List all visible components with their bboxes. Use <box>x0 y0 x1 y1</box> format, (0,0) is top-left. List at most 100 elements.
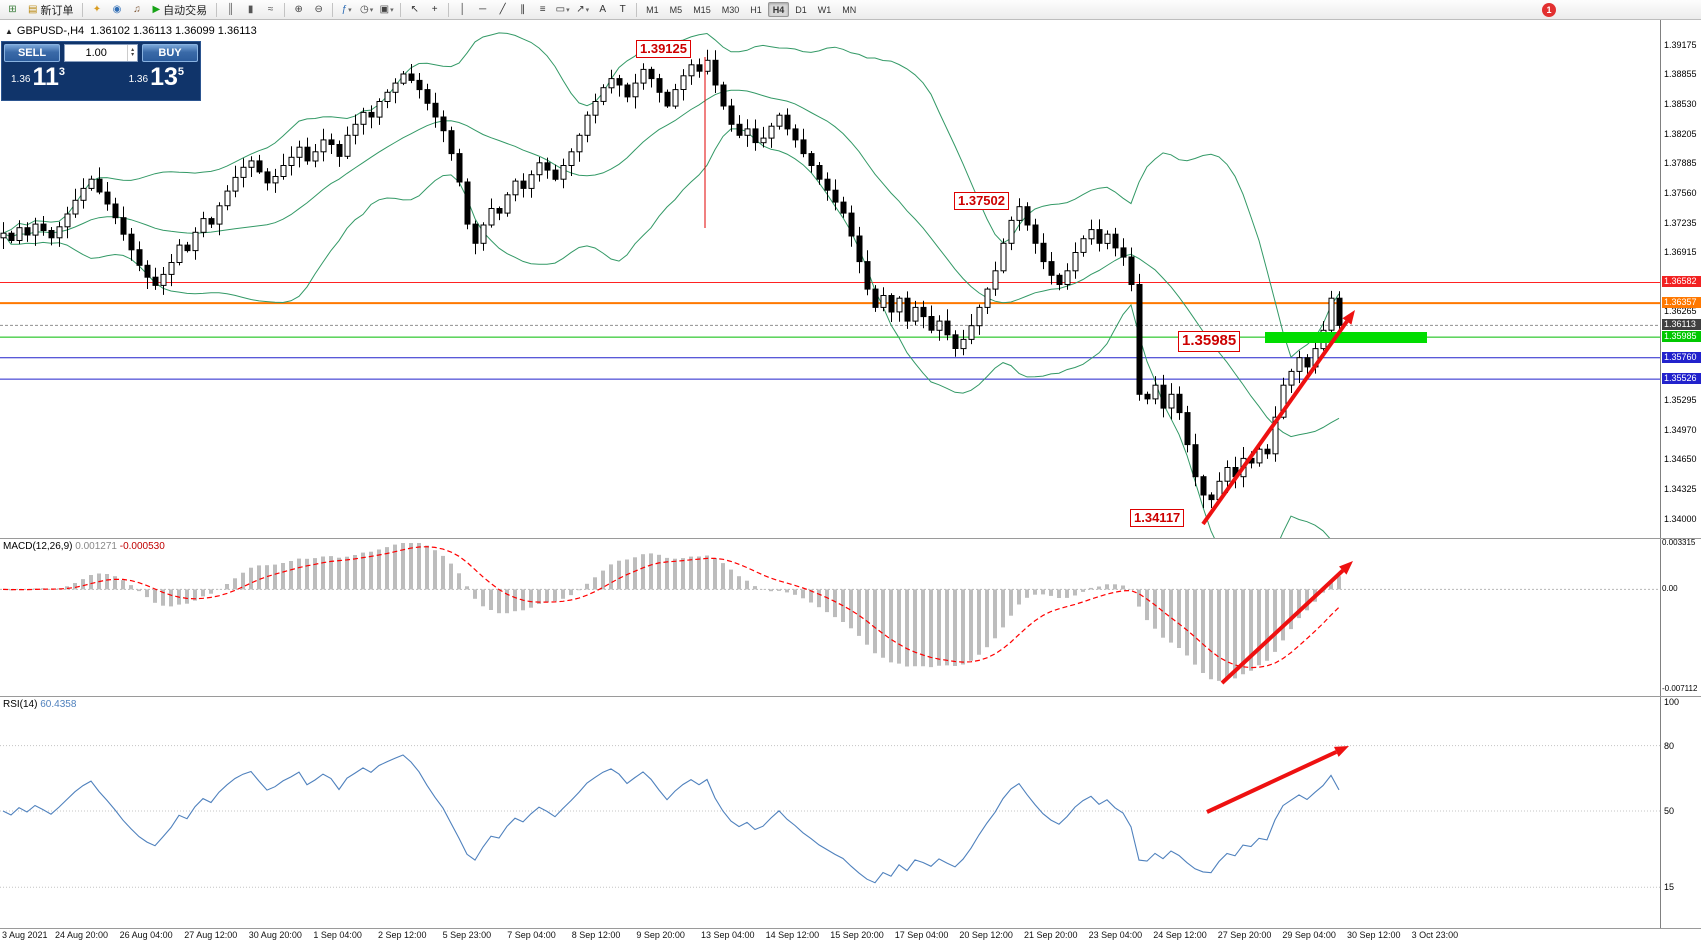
scale-label: 1.37235 <box>1664 218 1697 228</box>
time-label: 21 Sep 20:00 <box>1024 930 1078 940</box>
profiles-icon[interactable]: ◉ <box>107 1 126 18</box>
templates-icon[interactable]: ▣ ▾ <box>377 1 396 18</box>
timeframe-h1[interactable]: H1 <box>745 2 767 17</box>
periods-icon: ◷ <box>360 4 369 15</box>
timeframe-m15[interactable]: M15 <box>688 2 716 17</box>
chevron-down-icon[interactable]: ▾ <box>369 6 374 14</box>
panel-divider[interactable] <box>0 538 1701 539</box>
trend-arrow[interactable] <box>1339 561 1353 575</box>
lot-size-field: ▴ ▾ <box>64 44 138 62</box>
crosshair-icon[interactable]: + <box>425 1 444 18</box>
zoom-out-icon: ⊖ <box>314 4 323 15</box>
timeframe-d1[interactable]: D1 <box>790 2 812 17</box>
cursor-icon[interactable]: ↖ <box>405 1 424 18</box>
new-order-button: ▤ <box>28 4 38 15</box>
buy-price-big: 13 <box>150 63 178 91</box>
price-annotation[interactable]: 1.35985 <box>1178 331 1241 352</box>
alerts-icon: ♫ <box>133 4 141 15</box>
price-annotation[interactable]: 1.39125 <box>636 40 691 59</box>
sell-price-big: 11 <box>32 63 59 91</box>
price-chart[interactable] <box>0 20 1660 538</box>
channel-icon: ∥ <box>520 4 526 15</box>
zoom-out-icon[interactable]: ⊖ <box>309 1 328 18</box>
time-label: 26 Aug 04:00 <box>119 930 173 940</box>
time-label: 30 Sep 12:00 <box>1347 930 1401 940</box>
lot-size-input[interactable] <box>65 45 128 61</box>
text-icon[interactable]: A <box>593 1 612 18</box>
one-click-toggle-icon[interactable]: ▲ <box>5 27 13 36</box>
lot-decrease-icon[interactable]: ▾ <box>131 52 135 58</box>
templates-icon: ▣ <box>379 4 390 15</box>
time-label: 9 Sep 20:00 <box>636 930 685 940</box>
new-order-button[interactable]: ▤ 新订单 <box>23 1 78 18</box>
fibonacci-icon[interactable]: ≡ <box>533 1 552 18</box>
shapes-icon: ▭ <box>555 4 566 15</box>
notification-badge[interactable]: 1 <box>1542 3 1556 17</box>
alerts-icon[interactable]: ♫ <box>127 1 146 18</box>
support-zone[interactable] <box>1265 332 1427 343</box>
scale-label: 1.39175 <box>1664 40 1697 50</box>
price-tag: 1.36582 <box>1662 276 1701 287</box>
trend-arrow[interactable] <box>1334 746 1349 757</box>
chevron-down-icon[interactable]: ▾ <box>585 6 590 14</box>
arrows-icon[interactable]: ↗ ▾ <box>573 1 592 18</box>
trend-arrow[interactable] <box>1342 310 1355 325</box>
time-label: 24 Aug 20:00 <box>55 930 109 940</box>
panel-divider[interactable] <box>0 696 1701 697</box>
toolbar: ⊞ ▤ 新订单 ✦ ◉ ♫ ▶ 自动交易 ║ ▮ ≈ ⊕ ⊖ ƒ ▾ ◷ ▾ ▣ ▾ ↖ + │ ─ ╱ ∥ ≡ ▭ ▾ ↗ ▾ A T M1 M… <box>0 0 1701 20</box>
scale-label: 0.00 <box>1662 584 1678 593</box>
horizontal-line-icon[interactable]: ─ <box>473 1 492 18</box>
chevron-down-icon[interactable]: ▾ <box>566 6 570 14</box>
timeframe-m1[interactable]: M1 <box>641 2 664 17</box>
line-chart-icon[interactable]: ≈ <box>261 1 280 18</box>
scale-label: 1.36915 <box>1664 247 1697 257</box>
trend-arrow[interactable] <box>1220 569 1345 685</box>
vertical-line-icon[interactable]: │ <box>453 1 472 18</box>
timeframe-h4[interactable]: H4 <box>767 2 790 17</box>
time-label: 15 Sep 20:00 <box>830 930 884 940</box>
indicators-icon[interactable]: ƒ ▾ <box>337 1 356 18</box>
price-annotation[interactable]: 1.34117 <box>1130 509 1185 528</box>
trend-arrow[interactable] <box>1201 320 1349 526</box>
scale-label: 1.35295 <box>1664 395 1697 405</box>
time-label: 30 Aug 20:00 <box>248 930 302 940</box>
channel-icon[interactable]: ∥ <box>513 1 532 18</box>
timeframe-w1[interactable]: W1 <box>813 2 837 17</box>
sell-button[interactable]: SELL <box>4 44 60 62</box>
time-axis: 3 Aug 2021 24 Aug 20:00 26 Aug 04:00 27 Aug… <box>0 929 1701 942</box>
zoom-in-icon[interactable]: ⊕ <box>289 1 308 18</box>
symbol-title: GBPUSD-,H4 <box>16 25 85 37</box>
text-label-icon[interactable]: T <box>613 1 632 18</box>
trendline-icon[interactable]: ╱ <box>493 1 512 18</box>
bar-chart-icon[interactable]: ║ <box>221 1 240 18</box>
chevron-down-icon[interactable]: ▾ <box>348 6 352 14</box>
timeframe-mn[interactable]: MN <box>837 2 861 17</box>
autotrading-button: ▶ <box>152 4 161 15</box>
chevron-down-icon[interactable]: ▾ <box>390 6 394 14</box>
autotrading-button[interactable]: ▶ 自动交易 <box>147 1 212 18</box>
favorites-icon[interactable]: ✦ <box>87 1 106 18</box>
new-chart-icon[interactable]: ⊞ <box>3 1 22 18</box>
buy-button[interactable]: BUY <box>142 44 198 62</box>
cursor-icon: ↖ <box>410 4 419 15</box>
rsi-panel[interactable] <box>0 696 1660 928</box>
periods-icon[interactable]: ◷ ▾ <box>357 1 376 18</box>
candlestick-chart-icon[interactable]: ▮ <box>241 1 260 18</box>
price-tag: 1.35985 <box>1662 331 1701 342</box>
time-label: 27 Sep 20:00 <box>1217 930 1272 940</box>
buy-price: 1.36 13 5 <box>129 64 184 90</box>
timeframe-m5[interactable]: M5 <box>665 2 688 17</box>
rsi-value: 60.4358 <box>40 699 77 710</box>
trend-arrow[interactable] <box>1206 750 1338 814</box>
scale-label: 80 <box>1664 741 1675 751</box>
time-label: 1 Sep 04:00 <box>313 930 362 940</box>
scale-label: 1.34650 <box>1664 454 1697 464</box>
toolbar-separator <box>400 2 402 17</box>
price-annotation[interactable]: 1.37502 <box>954 192 1009 211</box>
shapes-icon[interactable]: ▭ ▾ <box>553 1 572 18</box>
new-chart-icon: ⊞ <box>8 4 17 15</box>
timeframe-m30[interactable]: M30 <box>717 2 745 17</box>
rsi-name: RSI(14) <box>3 699 38 710</box>
macd-panel[interactable] <box>0 538 1660 696</box>
lot-increase-icon[interactable]: ▴ <box>131 47 135 53</box>
